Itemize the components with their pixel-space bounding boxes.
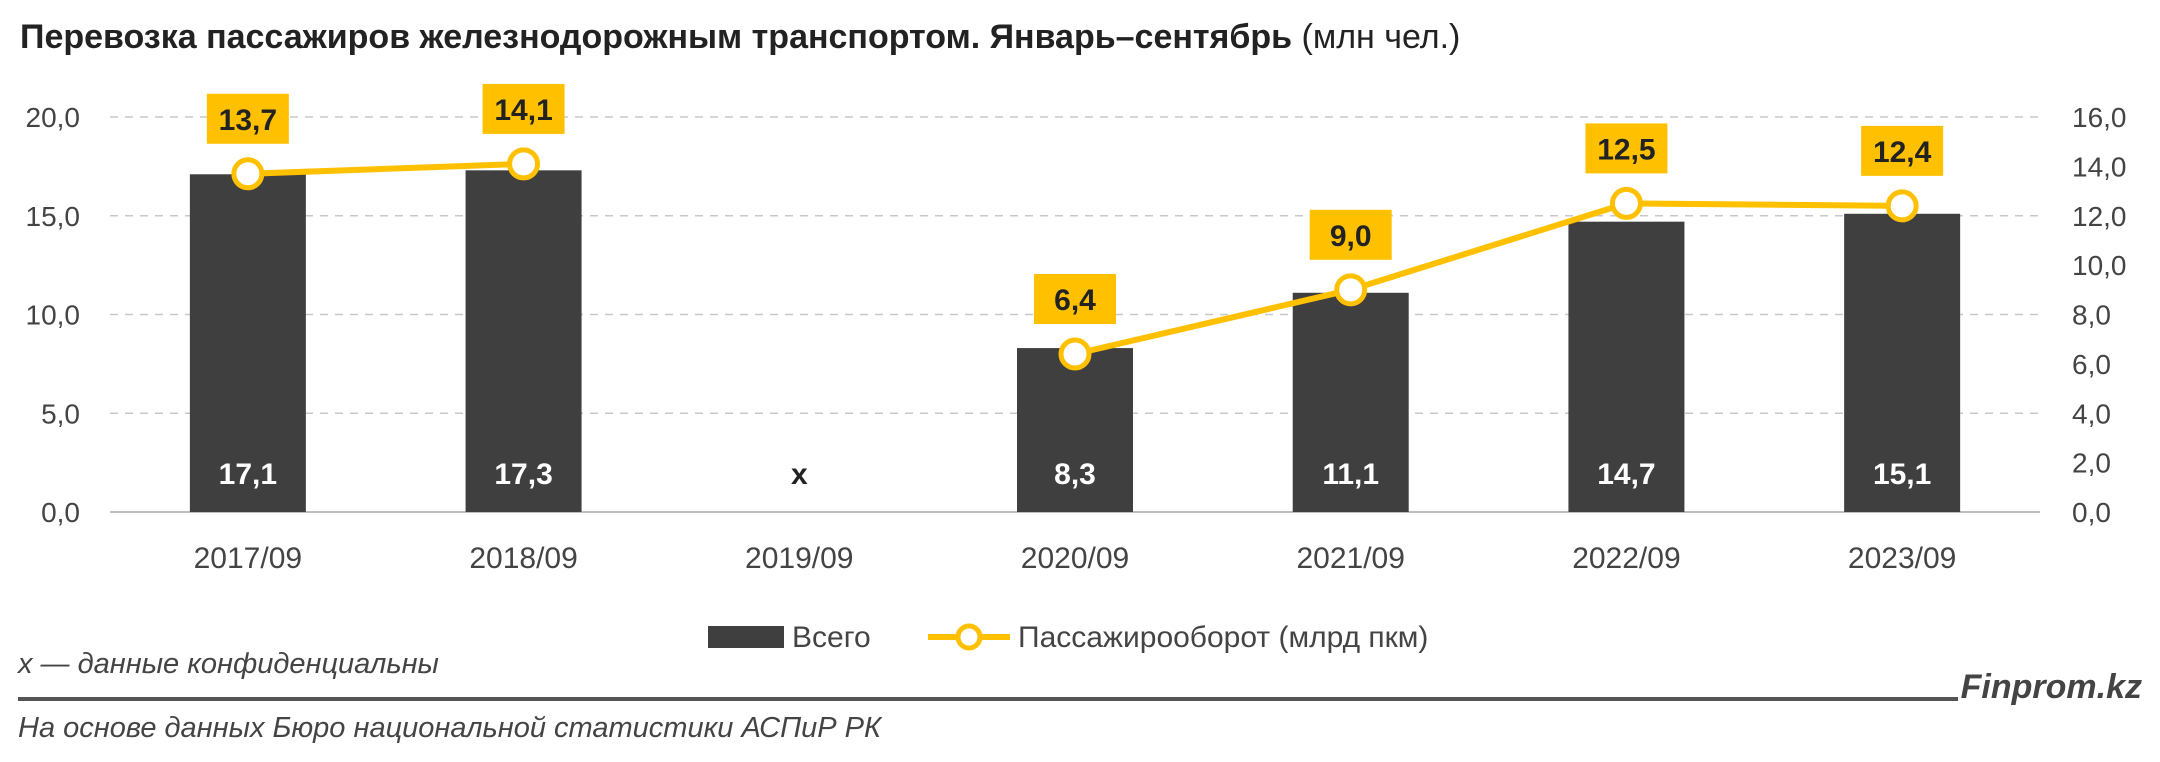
line-data-label-bg	[206, 93, 289, 144]
legend-line-label: Пассажирооборот (млрд пкм)	[1018, 621, 1428, 654]
line-data-label-bg	[1034, 274, 1116, 324]
bar-data-label: 15,1	[1873, 458, 1931, 491]
x-tick-label: 2020/09	[1021, 542, 1129, 575]
line-point	[1609, 186, 1643, 220]
line-data-label: 13,7	[219, 104, 277, 137]
bar	[1844, 213, 1961, 512]
legend-bar-swatch	[708, 626, 784, 648]
line-point	[1058, 337, 1092, 371]
bar	[1292, 292, 1409, 512]
x-tick-label: 2023/09	[1848, 542, 1956, 575]
y-right-tick-label: 0,0	[2072, 497, 2111, 528]
bar-data-label: x	[791, 458, 808, 491]
line-point	[1334, 273, 1368, 307]
line-data-label: 6,4	[1054, 284, 1096, 317]
bar	[465, 170, 582, 512]
x-tick-label: 2017/09	[194, 542, 302, 575]
line-data-label: 14,1	[494, 94, 552, 127]
line-point	[507, 147, 541, 181]
line-data-label: 12,5	[1597, 133, 1655, 166]
y-left-tick-label: 0,0	[41, 497, 80, 528]
divider-line	[18, 697, 1958, 701]
brand-logo: Finprom.kz	[1960, 668, 2142, 706]
line-data-label-bg	[1861, 125, 1944, 176]
line-data-label-bg	[1309, 209, 1392, 260]
chart: 0,0 5,0 10,0 15,0 20,0 0,0 2,0 4,0 6,0 8,0 10,0 12,…	[26, 83, 2127, 654]
x-tick-label: 2021/09	[1296, 542, 1404, 575]
chart-title-main: Перевозка пассажиров железнодорожным тра…	[20, 18, 1293, 56]
y-left-tick-label: 10,0	[26, 300, 81, 331]
line-point	[1885, 189, 1919, 223]
x-tick-label: 2022/09	[1572, 542, 1680, 575]
bar-data-label: 8,3	[1054, 458, 1096, 491]
line-point	[231, 157, 265, 191]
y-right-tick-label: 8,0	[2072, 300, 2111, 331]
bar-data-label: 11,1	[1322, 458, 1379, 491]
line-series	[247, 160, 524, 177]
footnote: x — данные конфиденциальны	[18, 648, 439, 680]
y-left-tick-label: 5,0	[41, 398, 80, 429]
y-left-tick-label: 15,0	[26, 201, 81, 232]
bar	[1017, 348, 1133, 512]
y-right-tick-label: 10,0	[2072, 250, 2127, 281]
bar-data-label: 17,3	[494, 458, 552, 491]
line-data-label-bg	[482, 83, 565, 134]
line-data-label: 9,0	[1330, 220, 1372, 253]
legend-bar-label: Всего	[792, 621, 871, 654]
bar	[189, 174, 306, 512]
y-right-tick-label: 2,0	[2072, 448, 2111, 479]
bar-data-label: 14,7	[1597, 458, 1655, 491]
y-right-tick-label: 4,0	[2072, 398, 2111, 429]
y-right-tick-label: 12,0	[2072, 201, 2127, 232]
bar	[1568, 221, 1685, 513]
y-right-tick-label: 14,0	[2072, 151, 2127, 182]
source-note: На основе данных Бюро национальной стати…	[18, 712, 882, 744]
y-right-tick-label: 16,0	[2072, 102, 2127, 133]
bar-data-label: 17,1	[219, 458, 277, 491]
legend-line-marker	[955, 623, 983, 651]
line-data-label-bg	[1585, 123, 1668, 174]
x-tick-label: 2018/09	[469, 542, 577, 575]
x-tick-label: 2019/09	[745, 542, 853, 575]
line-series	[1074, 200, 1903, 357]
chart-title: Перевозка пассажиров железнодорожным тра…	[20, 18, 1460, 57]
y-right-tick-label: 6,0	[2072, 349, 2111, 380]
chart-title-unit: (млн чел.)	[1301, 18, 1461, 56]
line-data-label: 12,4	[1873, 136, 1932, 169]
y-left-tick-label: 20,0	[26, 102, 81, 133]
